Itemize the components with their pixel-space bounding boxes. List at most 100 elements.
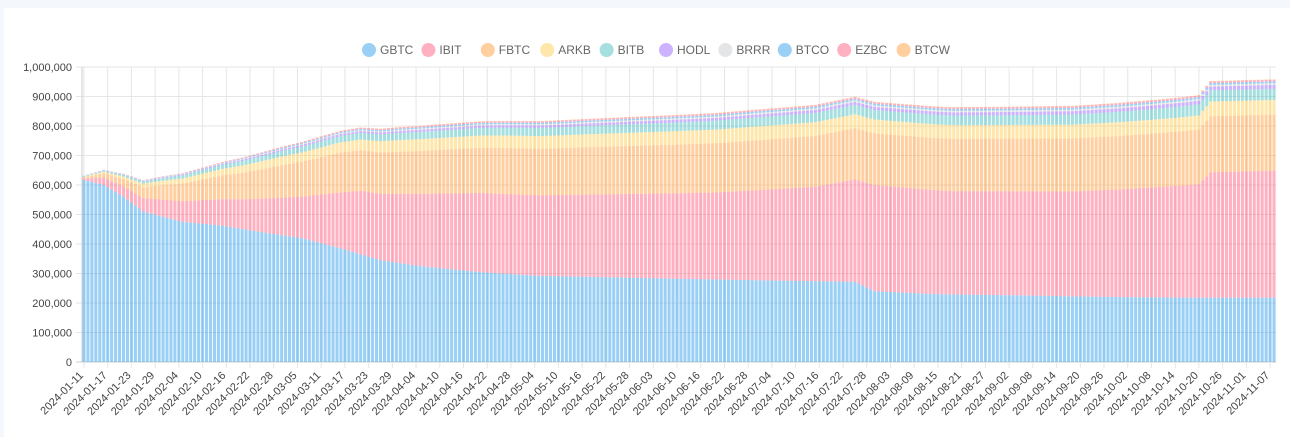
- bar-btco: [888, 105, 893, 107]
- bar-ezbc: [521, 121, 525, 123]
- bar-fbtc: [121, 179, 126, 187]
- bar-gbtc: [481, 272, 485, 362]
- bar-btco: [845, 100, 849, 102]
- bar-ezbc: [260, 152, 264, 154]
- bar-hodl: [1264, 85, 1268, 89]
- bar-btco: [1217, 82, 1221, 85]
- bar-brrr: [869, 104, 873, 106]
- bar-hodl: [885, 107, 889, 111]
- bar-fbtc: [284, 164, 288, 198]
- bar-bitb: [118, 174, 122, 176]
- bar-ezbc: [770, 108, 774, 111]
- bar-gbtc: [497, 273, 501, 362]
- bar-bitb: [418, 131, 422, 140]
- bar-arkb: [161, 180, 165, 185]
- bar-ibit: [711, 192, 715, 280]
- bar-gbtc: [1173, 297, 1177, 362]
- bar-fbtc: [529, 148, 533, 195]
- bar-btco: [406, 128, 410, 130]
- bar-bitb: [517, 127, 521, 136]
- bar-arkb: [1256, 100, 1260, 116]
- bar-hodl: [960, 112, 964, 116]
- bar-brrr: [651, 119, 655, 121]
- bar-fbtc: [291, 163, 296, 198]
- bar-ibit: [774, 189, 778, 281]
- bar-fbtc: [912, 136, 916, 189]
- bar-brrr: [616, 120, 620, 123]
- bar-arkb: [1157, 119, 1161, 134]
- bar-brrr: [1185, 100, 1189, 103]
- bar-bitb: [1161, 108, 1165, 119]
- bar-ibit: [1228, 171, 1233, 298]
- bar-ibit: [529, 194, 533, 276]
- y-tick-label: 700,000: [32, 151, 72, 163]
- bar-gbtc: [730, 279, 734, 362]
- bar-bitb: [481, 127, 485, 136]
- bar-brrr: [845, 101, 849, 104]
- bar-gbtc: [809, 281, 813, 362]
- bar-btco: [1177, 99, 1181, 102]
- bar-gbtc: [141, 211, 145, 362]
- bar-ezbc: [363, 128, 367, 130]
- bar-btco: [904, 106, 908, 108]
- bar-arkb: [521, 135, 525, 149]
- bar-brrr: [912, 108, 916, 111]
- bar-brrr: [220, 163, 224, 164]
- bar-bitb: [612, 124, 616, 134]
- legend-item-brrr: BRRR: [718, 43, 771, 57]
- bar-arkb: [592, 134, 596, 148]
- bar-brrr: [1193, 99, 1197, 102]
- bar-hodl: [363, 131, 367, 134]
- bar-ezbc: [1027, 106, 1031, 109]
- bar-brrr: [798, 109, 802, 112]
- bar-ibit: [256, 198, 260, 232]
- bar-hodl: [1122, 107, 1126, 112]
- bar-hodl: [916, 110, 920, 114]
- bar-fbtc: [845, 129, 849, 181]
- bar-gbtc: [991, 295, 995, 362]
- bar-ibit: [220, 199, 224, 226]
- bar-ezbc: [1185, 96, 1189, 99]
- bar-bitb: [1153, 108, 1157, 120]
- bar-btco: [643, 118, 647, 120]
- bar-arkb: [596, 133, 600, 147]
- bar-fbtc: [469, 148, 473, 194]
- bar-hodl: [343, 133, 347, 136]
- bar-btco: [378, 130, 383, 132]
- bar-brrr: [679, 118, 683, 120]
- bar-gbtc: [651, 278, 655, 362]
- bar-arkb: [790, 123, 794, 138]
- bar-gbtc: [825, 281, 829, 362]
- bar-brrr: [1090, 108, 1094, 110]
- bar-arkb: [1185, 116, 1189, 131]
- bar-brrr: [635, 119, 640, 122]
- bar-fbtc: [651, 145, 655, 194]
- bar-brrr: [936, 110, 940, 112]
- bar-btco: [232, 160, 236, 161]
- legend-swatch: [362, 43, 376, 57]
- bar-fbtc: [1225, 115, 1229, 172]
- bar-arkb: [216, 169, 220, 177]
- bar-arkb: [90, 174, 94, 176]
- legend-label: BTCW: [915, 43, 951, 57]
- bar-gbtc: [778, 280, 782, 362]
- bar-gbtc: [588, 276, 592, 362]
- bar-ezbc: [434, 124, 438, 127]
- bar-brrr: [707, 116, 711, 119]
- bar-arkb: [125, 177, 129, 181]
- bar-hodl: [667, 120, 671, 123]
- bar-bitb: [805, 113, 810, 123]
- bar-ibit: [165, 200, 169, 218]
- bar-bitb: [908, 112, 912, 123]
- bar-brrr: [1047, 109, 1051, 112]
- bar-arkb: [430, 138, 434, 151]
- bar-gbtc: [612, 277, 616, 362]
- bar-fbtc: [1205, 120, 1209, 177]
- bar-gbtc: [604, 277, 608, 362]
- bar-brrr: [1256, 83, 1260, 86]
- bar-fbtc: [1039, 138, 1043, 192]
- bar-gbtc: [303, 239, 307, 362]
- bar-fbtc: [738, 141, 742, 192]
- bar-ezbc: [920, 105, 924, 108]
- bar-ibit: [651, 193, 655, 279]
